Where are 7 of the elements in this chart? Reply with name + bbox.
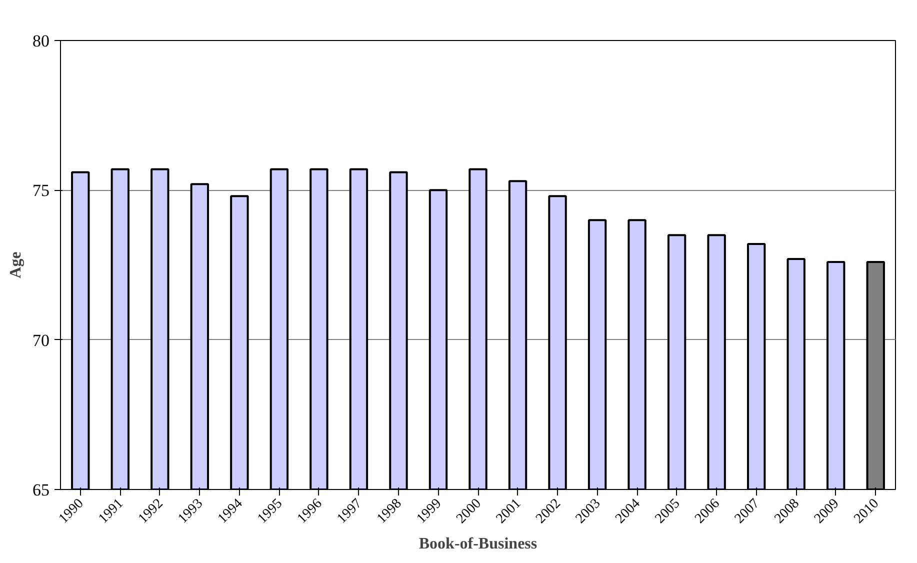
y-axis-title: Age [8,252,24,278]
x-tick-label: 1991 [96,496,127,527]
x-axis-title: Book-of-Business [418,535,538,552]
y-tick-label: 65 [32,480,50,500]
y-tick-label: 70 [32,330,50,350]
y-tick-label: 75 [32,181,50,200]
y-tick-label: 80 [32,32,50,50]
